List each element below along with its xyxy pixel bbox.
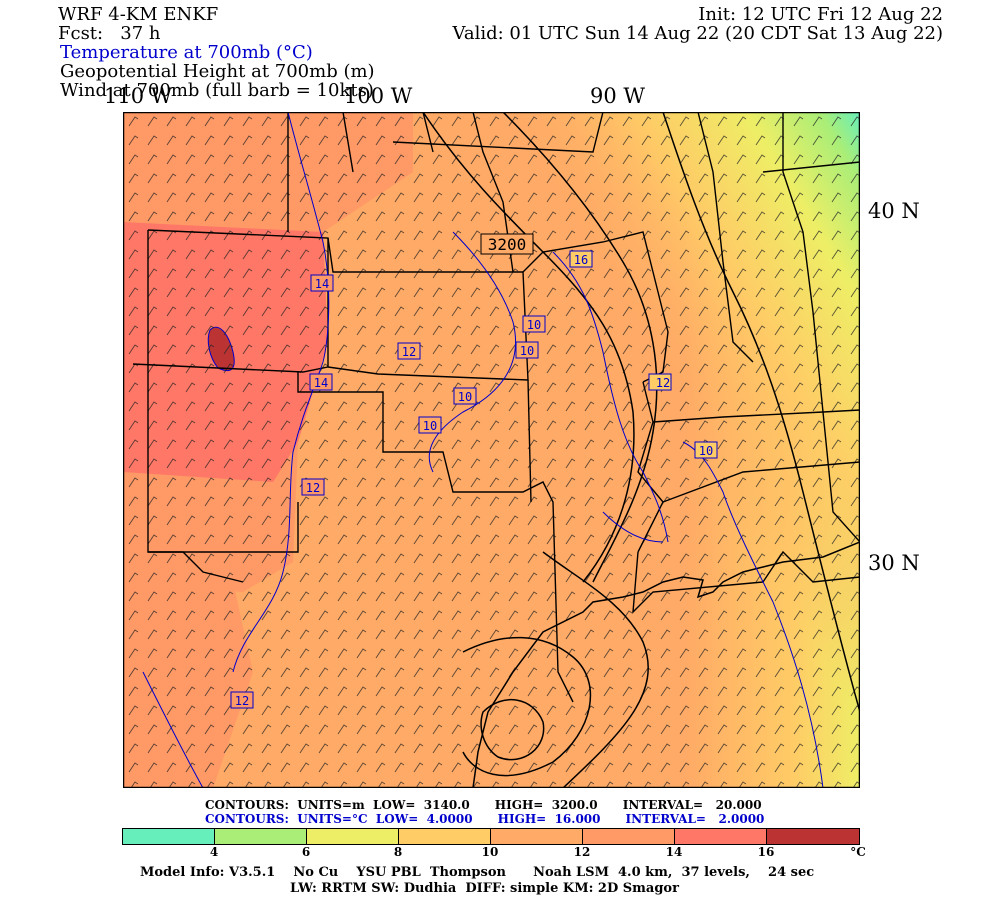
colorbar-tick-16: 16: [757, 845, 775, 859]
temp-label-14a: 14: [315, 277, 329, 291]
colorbar-tick-14: 14: [665, 845, 683, 859]
lon-label-110w: 110 W: [104, 84, 173, 108]
colorbar-swatch-3: [306, 828, 399, 845]
colorbar-swatch-2: [214, 828, 307, 845]
temp-label-10c: 10: [458, 390, 472, 404]
lat-label-30n: 30 N: [868, 551, 920, 575]
temp-label-16: 16: [574, 253, 588, 267]
lon-label-90w: 90 W: [590, 84, 645, 108]
forecast-hour: Fcst: 37 h: [58, 23, 161, 44]
colorbar-tick-10: 10: [481, 845, 499, 859]
temperature-field-label: Temperature at 700mb (°C): [60, 42, 313, 63]
coastline: [472, 541, 860, 788]
temperature-contour-stats: CONTOURS: UNITS=°C LOW= 4.0000 HIGH= 16.…: [205, 812, 765, 826]
wind-barbs: [123, 112, 860, 788]
state-borders: [132, 112, 860, 703]
weather-map: 3200 16 14 14 12 12 12: [123, 112, 860, 788]
colorbar-tick-6: 6: [301, 845, 311, 859]
height-field-label: Geopotential Height at 700mb (m): [60, 61, 375, 82]
temp-label-12d: 12: [656, 376, 670, 390]
temp-label-14b: 14: [314, 376, 328, 390]
temp-label-10d: 10: [423, 419, 437, 433]
model-info-line1: Model Info: V3.5.1 No Cu YSU PBL Thompso…: [140, 865, 815, 880]
colorbar-swatch-5: [490, 828, 583, 845]
colorbar-tick-4: 4: [209, 845, 219, 859]
temperature-contours: [142, 112, 824, 788]
colorbar-swatch-6: [582, 828, 675, 845]
colorbar-tick-8: 8: [393, 845, 403, 859]
lon-label-100w: 100 W: [344, 84, 413, 108]
temp-label-12c: 12: [235, 694, 249, 708]
lat-label-40n: 40 N: [868, 199, 920, 223]
model-title: WRF 4-KM ENKF: [58, 4, 219, 25]
colorbar-swatch-4: [398, 828, 491, 845]
valid-time: Valid: 01 UTC Sun 14 Aug 22 (20 CDT Sat …: [452, 23, 943, 44]
colorbar-swatch-1: [122, 828, 215, 845]
temp-label-10a: 10: [527, 318, 541, 332]
height-contours: [422, 112, 860, 788]
colorbar-unit: °C: [850, 845, 866, 859]
height-label-3200: 3200: [488, 235, 527, 254]
colorbar-swatch-8: [766, 828, 860, 845]
colorbar-tick-12: 12: [573, 845, 591, 859]
temp-label-10e: 10: [699, 444, 713, 458]
height-contour-stats: CONTOURS: UNITS=m LOW= 3140.0 HIGH= 3200…: [205, 798, 762, 812]
temp-label-12b: 12: [306, 481, 320, 495]
colorbar-swatch-7: [674, 828, 767, 845]
temp-label-10b: 10: [520, 344, 534, 358]
init-time: Init: 12 UTC Fri 12 Aug 22: [698, 4, 943, 25]
temp-label-12a: 12: [402, 345, 416, 359]
model-info-line2: LW: RRTM SW: Dudhia DIFF: simple KM: 2D …: [290, 881, 679, 896]
contour-labels: 3200 16 14 14 12 12 12: [230, 233, 718, 709]
wind-field-label: Wind at 700mb (full barb = 10kts): [60, 80, 374, 101]
